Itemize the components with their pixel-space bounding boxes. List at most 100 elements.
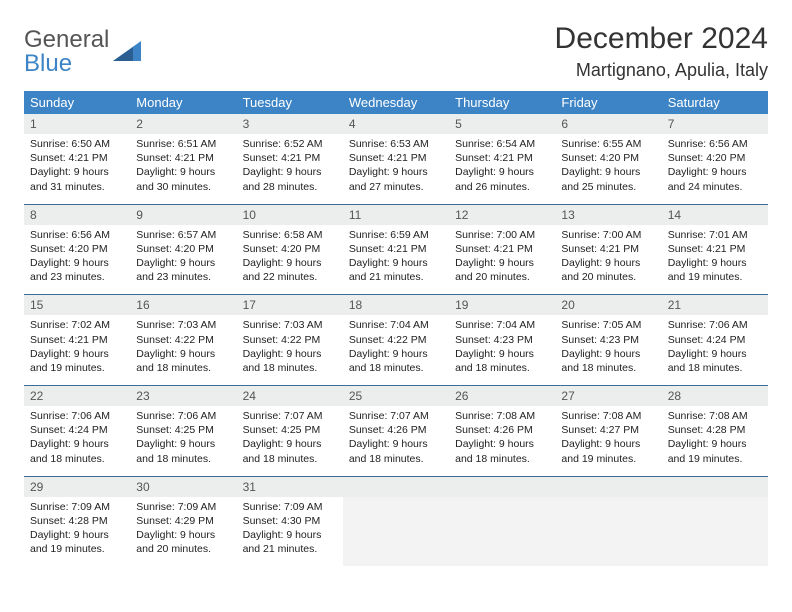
day-details: Sunrise: 6:56 AMSunset: 4:20 PMDaylight:… [662,134,768,204]
day-number: 8 [24,204,130,225]
day-details: Sunrise: 6:54 AMSunset: 4:21 PMDaylight:… [449,134,555,204]
day-details: Sunrise: 7:09 AMSunset: 4:30 PMDaylight:… [237,497,343,567]
day-details: Sunrise: 7:06 AMSunset: 4:24 PMDaylight:… [24,406,130,476]
page-subtitle: Martignano, Apulia, Italy [555,60,768,81]
day-number: 2 [130,114,236,134]
day-number: 3 [237,114,343,134]
day-details: Sunrise: 7:08 AMSunset: 4:27 PMDaylight:… [555,406,661,476]
daybody-row: Sunrise: 7:09 AMSunset: 4:28 PMDaylight:… [24,497,768,567]
day-number: 19 [449,295,555,316]
day-number: 24 [237,386,343,407]
day-details: Sunrise: 7:05 AMSunset: 4:23 PMDaylight:… [555,315,661,385]
day-number: 14 [662,204,768,225]
day-details [343,497,449,567]
logo-text: General Blue [24,28,109,76]
day-details: Sunrise: 7:08 AMSunset: 4:26 PMDaylight:… [449,406,555,476]
day-number: 13 [555,204,661,225]
day-number: 20 [555,295,661,316]
daynum-row: 293031 [24,476,768,497]
day-number: 26 [449,386,555,407]
day-details: Sunrise: 6:58 AMSunset: 4:20 PMDaylight:… [237,225,343,295]
day-details: Sunrise: 7:07 AMSunset: 4:26 PMDaylight:… [343,406,449,476]
day-number: 10 [237,204,343,225]
day-details: Sunrise: 6:55 AMSunset: 4:20 PMDaylight:… [555,134,661,204]
day-details: Sunrise: 7:06 AMSunset: 4:24 PMDaylight:… [662,315,768,385]
day-number: 11 [343,204,449,225]
day-details: Sunrise: 7:07 AMSunset: 4:25 PMDaylight:… [237,406,343,476]
day-number: 30 [130,476,236,497]
daynum-row: 15161718192021 [24,295,768,316]
day-details: Sunrise: 7:09 AMSunset: 4:28 PMDaylight:… [24,497,130,567]
logo-triangle-icon [113,39,143,65]
day-details [662,497,768,567]
weekday-header: Tuesday [237,91,343,114]
day-number: 5 [449,114,555,134]
day-number: 15 [24,295,130,316]
calendar-body: 1234567Sunrise: 6:50 AMSunset: 4:21 PMDa… [24,114,768,566]
day-number: 22 [24,386,130,407]
day-number: 25 [343,386,449,407]
logo-part2: Blue [24,50,72,77]
day-details: Sunrise: 6:50 AMSunset: 4:21 PMDaylight:… [24,134,130,204]
day-details: Sunrise: 7:00 AMSunset: 4:21 PMDaylight:… [555,225,661,295]
weekday-header: Thursday [449,91,555,114]
day-number [343,476,449,497]
weekday-header: Monday [130,91,236,114]
daynum-row: 891011121314 [24,204,768,225]
calendar-head: SundayMondayTuesdayWednesdayThursdayFrid… [24,91,768,114]
day-number: 18 [343,295,449,316]
day-details: Sunrise: 7:01 AMSunset: 4:21 PMDaylight:… [662,225,768,295]
day-details: Sunrise: 6:52 AMSunset: 4:21 PMDaylight:… [237,134,343,204]
calendar-table: SundayMondayTuesdayWednesdayThursdayFrid… [24,91,768,566]
day-number: 4 [343,114,449,134]
day-number [555,476,661,497]
title-block: December 2024 Martignano, Apulia, Italy [555,22,768,81]
day-number: 28 [662,386,768,407]
day-details [449,497,555,567]
day-details: Sunrise: 6:51 AMSunset: 4:21 PMDaylight:… [130,134,236,204]
day-details: Sunrise: 7:08 AMSunset: 4:28 PMDaylight:… [662,406,768,476]
weekday-header: Sunday [24,91,130,114]
weekday-row: SundayMondayTuesdayWednesdayThursdayFrid… [24,91,768,114]
day-details: Sunrise: 7:03 AMSunset: 4:22 PMDaylight:… [130,315,236,385]
daynum-row: 22232425262728 [24,386,768,407]
day-number: 29 [24,476,130,497]
day-details: Sunrise: 7:04 AMSunset: 4:23 PMDaylight:… [449,315,555,385]
day-details: Sunrise: 7:03 AMSunset: 4:22 PMDaylight:… [237,315,343,385]
day-number: 23 [130,386,236,407]
page-title: December 2024 [555,22,768,56]
day-number: 27 [555,386,661,407]
day-details: Sunrise: 7:00 AMSunset: 4:21 PMDaylight:… [449,225,555,295]
day-details [555,497,661,567]
day-number [449,476,555,497]
day-number: 17 [237,295,343,316]
day-number: 9 [130,204,236,225]
day-number: 12 [449,204,555,225]
day-number: 16 [130,295,236,316]
daybody-row: Sunrise: 6:56 AMSunset: 4:20 PMDaylight:… [24,225,768,295]
logo-part1: General [24,26,109,53]
day-number: 21 [662,295,768,316]
weekday-header: Saturday [662,91,768,114]
day-details: Sunrise: 6:59 AMSunset: 4:21 PMDaylight:… [343,225,449,295]
day-number: 31 [237,476,343,497]
weekday-header: Wednesday [343,91,449,114]
day-details: Sunrise: 7:06 AMSunset: 4:25 PMDaylight:… [130,406,236,476]
daybody-row: Sunrise: 7:02 AMSunset: 4:21 PMDaylight:… [24,315,768,385]
day-details: Sunrise: 6:57 AMSunset: 4:20 PMDaylight:… [130,225,236,295]
day-details: Sunrise: 6:53 AMSunset: 4:21 PMDaylight:… [343,134,449,204]
day-details: Sunrise: 7:09 AMSunset: 4:29 PMDaylight:… [130,497,236,567]
day-number [662,476,768,497]
day-details: Sunrise: 7:02 AMSunset: 4:21 PMDaylight:… [24,315,130,385]
header: General Blue December 2024 Martignano, A… [24,22,768,81]
daynum-row: 1234567 [24,114,768,134]
daybody-row: Sunrise: 7:06 AMSunset: 4:24 PMDaylight:… [24,406,768,476]
day-details: Sunrise: 7:04 AMSunset: 4:22 PMDaylight:… [343,315,449,385]
day-number: 6 [555,114,661,134]
day-number: 7 [662,114,768,134]
weekday-header: Friday [555,91,661,114]
day-number: 1 [24,114,130,134]
daybody-row: Sunrise: 6:50 AMSunset: 4:21 PMDaylight:… [24,134,768,204]
brand-logo: General Blue [24,22,143,76]
day-details: Sunrise: 6:56 AMSunset: 4:20 PMDaylight:… [24,225,130,295]
